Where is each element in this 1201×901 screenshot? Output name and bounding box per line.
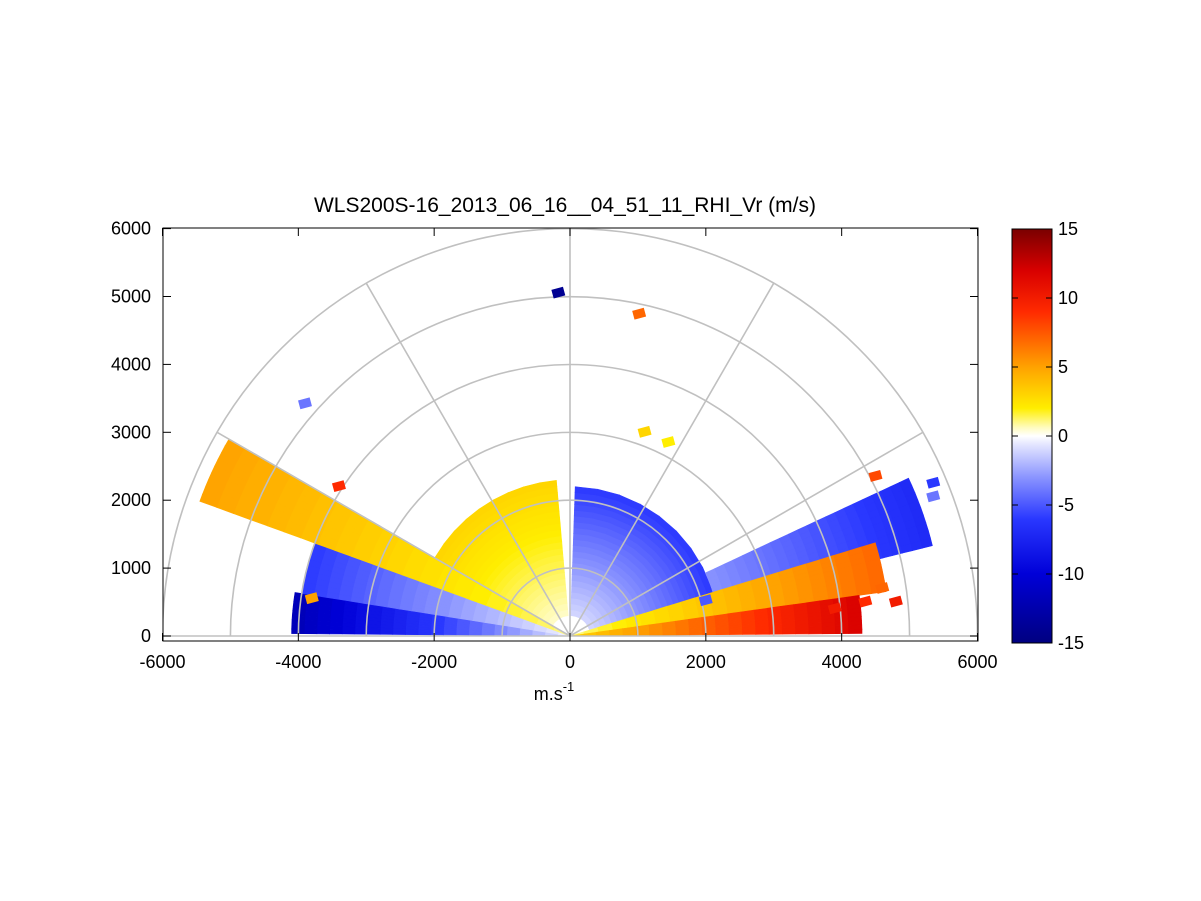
velocity-cell	[405, 631, 419, 636]
velocity-point	[331, 480, 346, 493]
colorbar-tick-label: 5	[1058, 357, 1068, 377]
velocity-cell	[316, 625, 331, 631]
azimuth-spoke	[216, 431, 571, 637]
azimuth-spoke	[569, 282, 775, 637]
velocity-cell	[468, 633, 482, 636]
velocity-point	[661, 436, 676, 448]
velocity-cell	[303, 628, 318, 635]
x-axis-label-superscript: -1	[563, 679, 575, 694]
colorbar-tick-label: 0	[1058, 426, 1068, 446]
x-tick-label: -6000	[139, 652, 185, 672]
velocity-cell	[808, 629, 823, 635]
velocity-point	[298, 397, 312, 410]
y-tick-label: 6000	[111, 219, 151, 239]
y-tick-label: 2000	[111, 490, 151, 510]
velocity-cell	[574, 486, 599, 496]
chart-title: WLS200S-16_2013_06_16__04_51_11_RHI_Vr (…	[314, 194, 816, 217]
velocity-cell	[379, 630, 394, 635]
velocity-point	[698, 594, 713, 607]
velocity-cell	[341, 629, 356, 635]
velocity-point	[875, 582, 890, 594]
x-axis-ticks: -6000 -4000 -2000 0 2000 4000 6000	[139, 228, 998, 672]
x-tick-label: 6000	[957, 652, 997, 672]
velocity-point	[304, 592, 319, 605]
x-tick-label: 4000	[822, 652, 862, 672]
velocity-cell	[570, 603, 577, 611]
colorbar-ticks: 15 10 5 0 -5 -10 -15	[1012, 219, 1084, 653]
scatter-points	[298, 286, 941, 615]
velocity-point	[888, 595, 903, 608]
velocity-point	[637, 425, 652, 438]
colorbar-tick-label: -5	[1058, 495, 1074, 515]
velocity-cell	[329, 625, 343, 631]
velocity-point	[551, 286, 566, 299]
velocity-cell	[417, 631, 432, 636]
velocity-point	[858, 595, 873, 608]
velocity-cell	[821, 629, 836, 635]
velocity-cell	[329, 629, 343, 635]
velocity-field	[199, 438, 933, 637]
velocity-cell	[367, 630, 381, 635]
y-axis-ticks: 0 1000 2000 3000 4000 5000 6000	[111, 219, 978, 646]
velocity-point	[827, 602, 842, 615]
y-tick-label: 3000	[111, 422, 151, 442]
azimuth-spoke	[569, 431, 924, 637]
y-tick-label: 1000	[111, 558, 151, 578]
velocity-cell	[848, 628, 863, 634]
colorbar-tick-label: 10	[1058, 288, 1078, 308]
velocity-cell	[845, 595, 861, 602]
velocity-cell	[455, 632, 470, 636]
velocity-cell	[199, 493, 220, 508]
azimuth-spoke	[365, 282, 571, 637]
velocity-cell	[392, 631, 406, 635]
velocity-cell	[443, 632, 457, 636]
x-tick-label: -2000	[411, 652, 457, 672]
velocity-cell	[316, 629, 330, 635]
velocity-point	[868, 470, 883, 482]
velocity-point	[926, 476, 941, 489]
y-tick-label: 4000	[111, 354, 151, 374]
y-tick-label: 0	[141, 626, 151, 646]
x-axis-label: m.s-1	[534, 679, 575, 704]
velocity-cell	[341, 626, 356, 631]
velocity-cell	[303, 624, 318, 630]
velocity-cell	[430, 632, 444, 636]
velocity-cell	[861, 542, 878, 553]
velocity-cell	[898, 477, 913, 490]
velocity-cell	[570, 609, 576, 617]
colorbar-tick-label: 15	[1058, 219, 1078, 239]
velocity-cell	[570, 597, 578, 605]
x-tick-label: -4000	[275, 652, 321, 672]
velocity-cell	[570, 591, 579, 600]
colorbar-tick-label: -10	[1058, 564, 1084, 584]
velocity-point	[926, 490, 941, 503]
velocity-point	[632, 307, 647, 320]
velocity-cell	[481, 633, 495, 636]
colorbar-tick-label: -15	[1058, 633, 1084, 653]
y-tick-label: 5000	[111, 287, 151, 307]
x-tick-label: 0	[565, 652, 575, 672]
x-axis-label-base: m.s	[534, 684, 563, 704]
x-tick-label: 2000	[686, 652, 726, 672]
